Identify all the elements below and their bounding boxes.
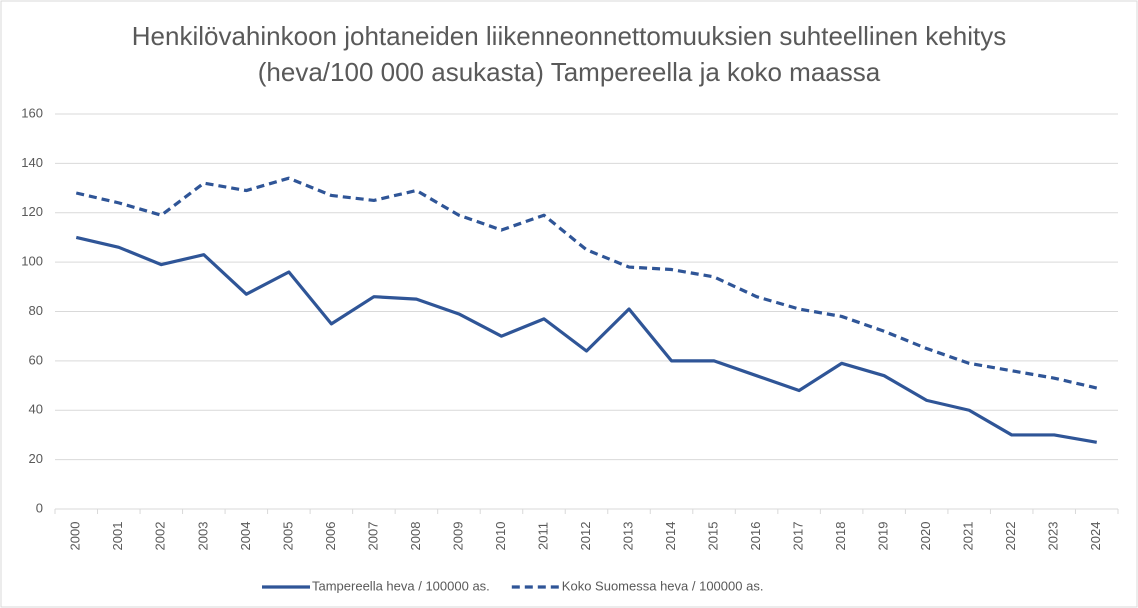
x-tick-label: 2009 [450, 522, 465, 551]
legend-label: Tampereella heva / 100000 as. [312, 578, 490, 593]
x-tick-label: 2013 [620, 522, 635, 551]
x-tick-label: 2023 [1046, 522, 1061, 551]
legend-label: Koko Suomessa heva / 100000 as. [562, 578, 764, 593]
y-tick-label: 0 [36, 500, 43, 515]
x-tick-label: 2006 [323, 522, 338, 551]
line-series [75, 235, 1098, 444]
y-tick-label: 140 [21, 155, 43, 170]
x-tick-label: 2000 [68, 522, 83, 551]
x-tick-label: 2003 [195, 522, 210, 551]
chart-title: Henkilövahinkoon johtaneiden liikenneonn… [131, 21, 1007, 87]
x-tick-label: 2021 [961, 522, 976, 551]
x-tick-label: 2017 [791, 522, 806, 551]
x-tick-label: 2018 [833, 522, 848, 551]
x-tick-label: 2012 [578, 522, 593, 551]
y-tick-label: 20 [29, 451, 43, 466]
x-tick-label: 2022 [1003, 522, 1018, 551]
x-tick-label: 2011 [535, 522, 550, 550]
y-tick-label: 80 [29, 303, 43, 318]
x-tick-label: 2019 [876, 522, 891, 551]
x-tick-label: 2020 [918, 522, 933, 551]
y-tick-label: 40 [29, 402, 43, 417]
x-tick-label: 2002 [153, 522, 168, 551]
y-tick-label: 120 [21, 204, 43, 219]
y-tick-label: 160 [21, 105, 43, 120]
line-series [75, 176, 1098, 390]
x-tick-label: 2001 [110, 522, 125, 551]
x-tick-label: 2005 [280, 522, 295, 551]
x-tick-label: 2015 [705, 522, 720, 551]
x-tick-label: 2016 [748, 522, 763, 551]
x-tick-label: 2010 [493, 522, 508, 551]
y-tick-label: 100 [21, 254, 43, 269]
x-tick-label: 2014 [663, 522, 678, 551]
x-tick-label: 2007 [365, 522, 380, 551]
x-tick-label: 2024 [1088, 522, 1103, 551]
x-tick-label: 2008 [408, 522, 423, 551]
y-tick-label: 60 [29, 352, 43, 367]
x-tick-label: 2004 [238, 522, 253, 551]
